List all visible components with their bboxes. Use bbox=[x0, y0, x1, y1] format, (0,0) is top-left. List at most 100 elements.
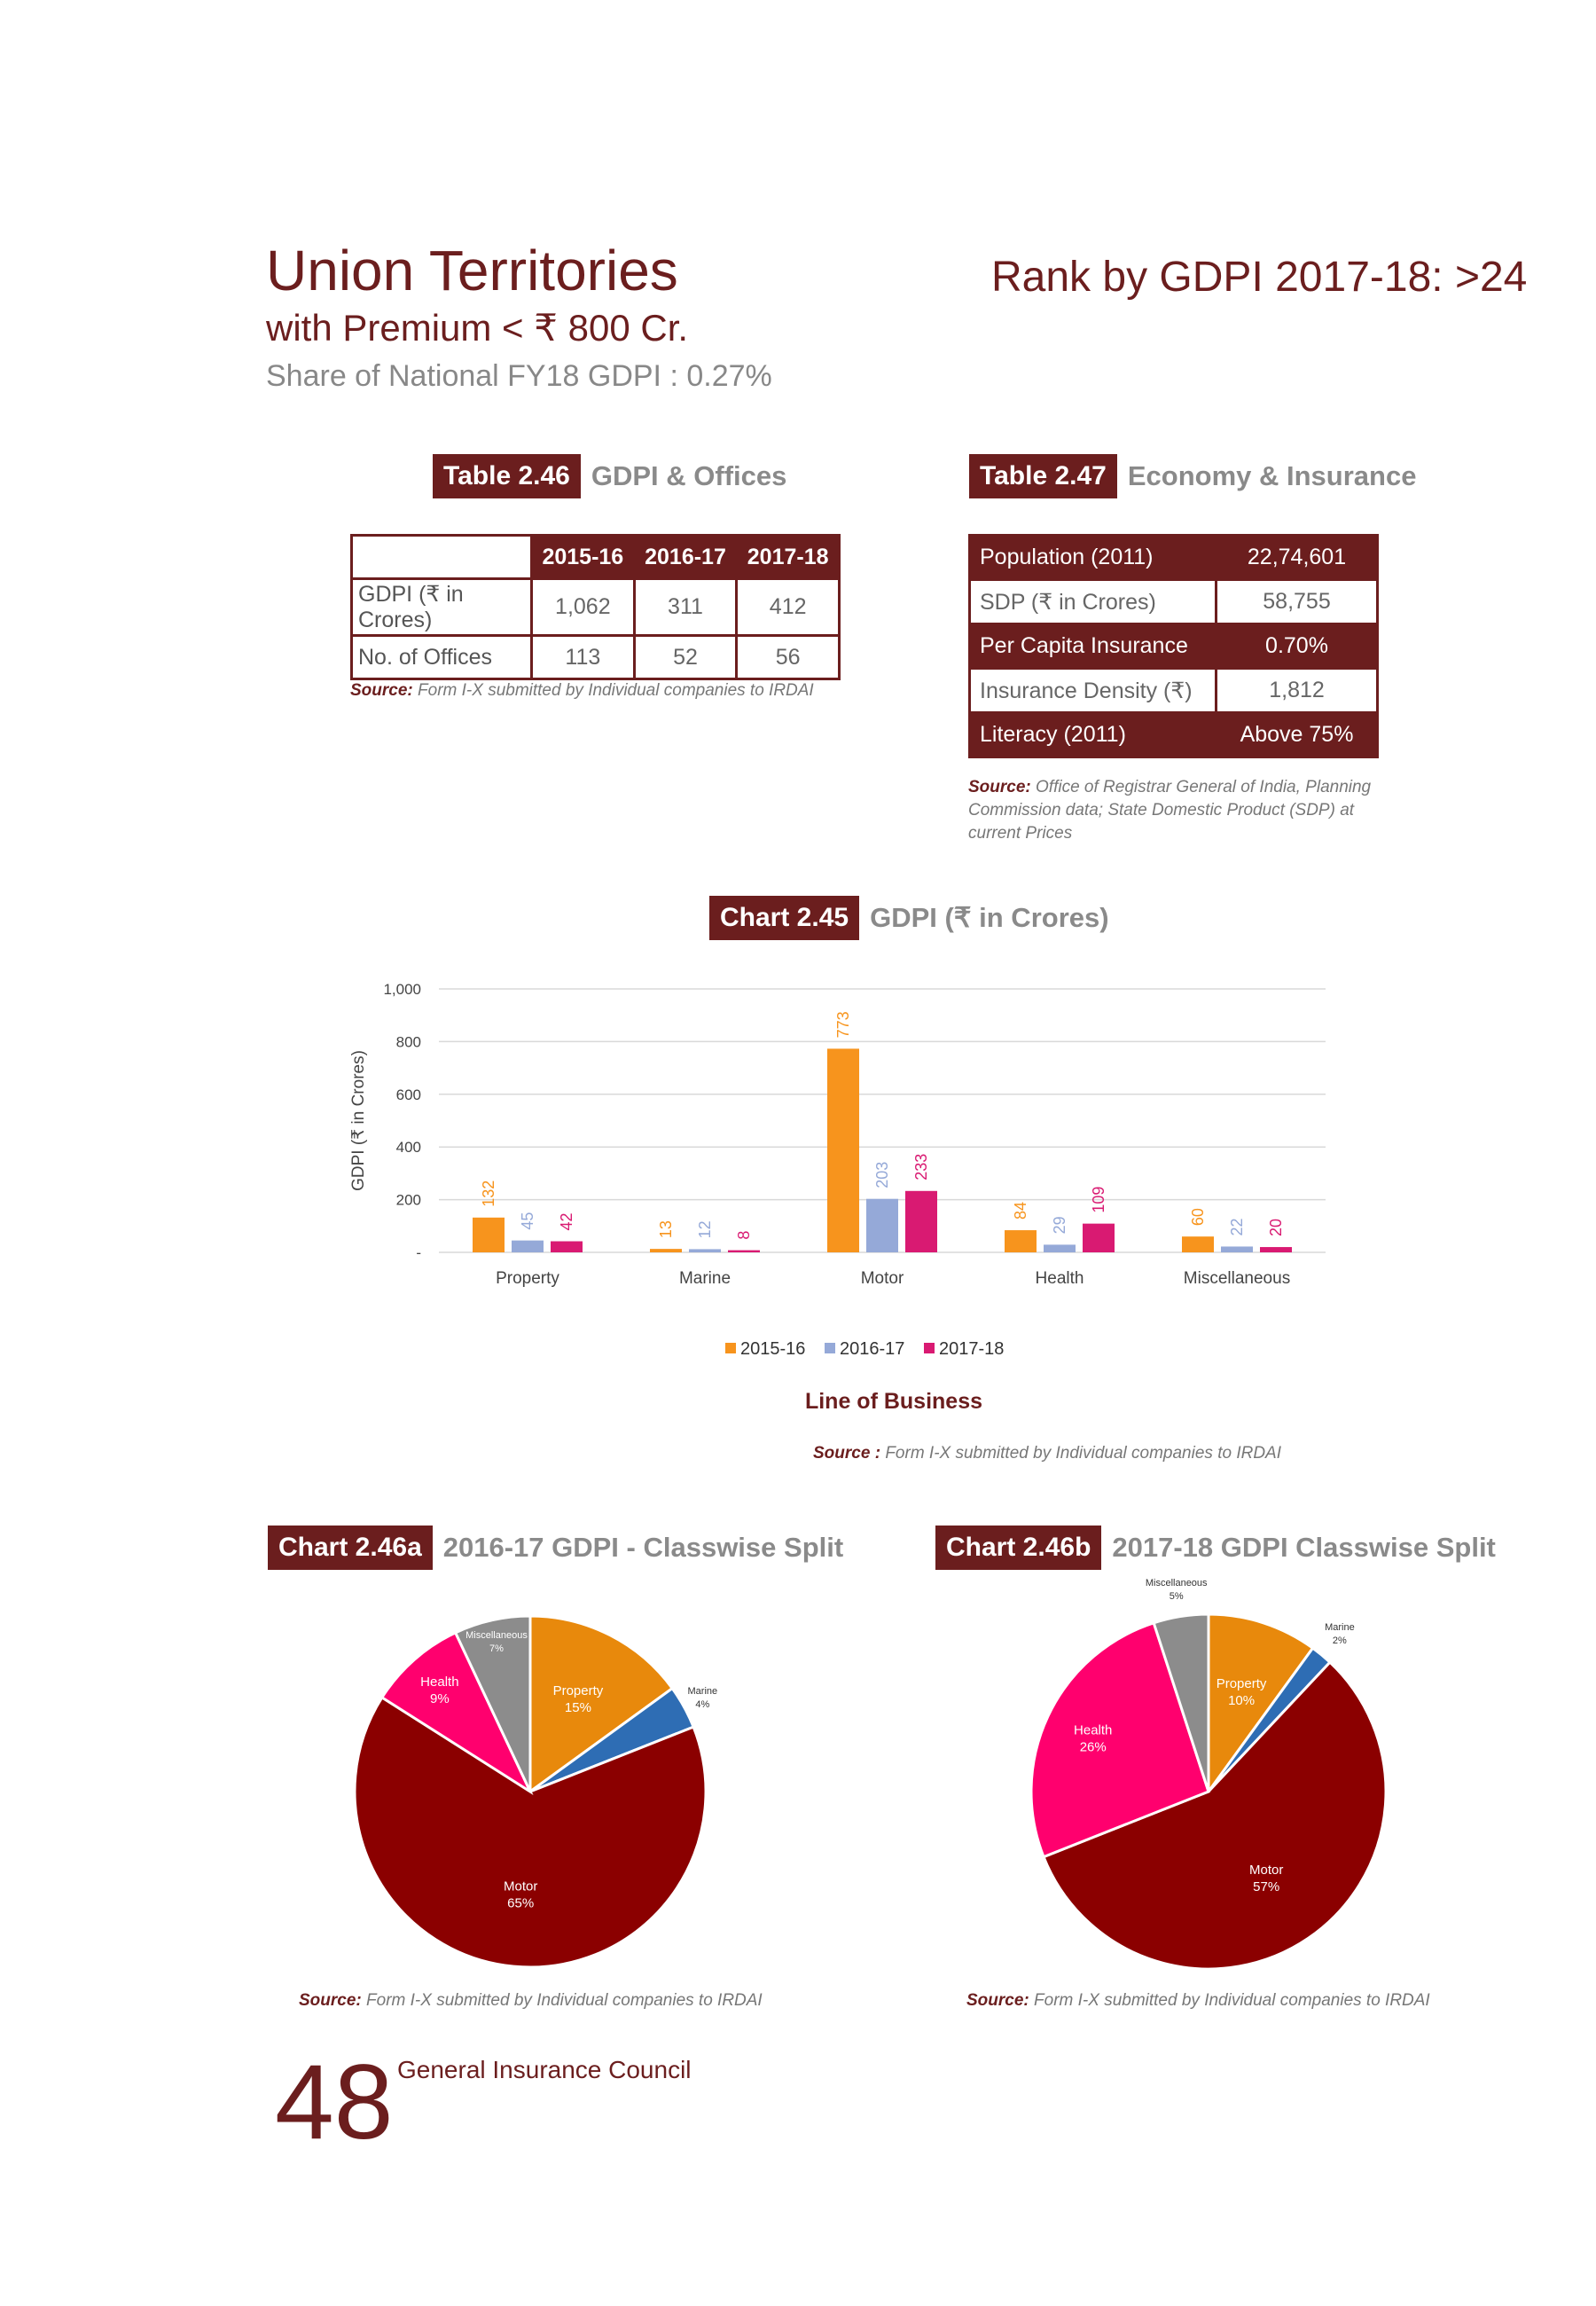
y-tick-label: 400 bbox=[396, 1139, 421, 1156]
source-text: Form I-X submitted by Individual compani… bbox=[885, 1444, 1281, 1463]
table46-source: Source: Form I-X submitted by Individual… bbox=[350, 681, 814, 701]
slice-label: Property bbox=[553, 1683, 604, 1698]
x-tick-label: Property bbox=[496, 1269, 559, 1288]
cell: 58,755 bbox=[1215, 578, 1379, 625]
cell: 412 bbox=[735, 577, 841, 637]
data-label: 12 bbox=[696, 1220, 714, 1238]
data-label: 203 bbox=[873, 1162, 891, 1188]
data-label: 42 bbox=[558, 1212, 575, 1230]
table46-corner bbox=[350, 534, 533, 580]
source-label: Source: bbox=[966, 1991, 1029, 2010]
chart46a-title: 2016-17 GDPI - Classwise Split bbox=[442, 1532, 844, 1563]
bar bbox=[827, 1048, 859, 1252]
data-label: 132 bbox=[480, 1180, 497, 1207]
pie-slice bbox=[1152, 1612, 1210, 1792]
x-tick-label: Health bbox=[1036, 1269, 1084, 1288]
bar bbox=[1044, 1244, 1076, 1252]
national-share: Share of National FY18 GDPI : 0.27% bbox=[266, 359, 772, 393]
slice-value: 7% bbox=[489, 1643, 504, 1654]
table47-caption: Table 2.47 Economy & Insurance bbox=[969, 454, 1416, 498]
bar bbox=[866, 1198, 898, 1252]
bar bbox=[1260, 1247, 1292, 1252]
table-economy-insurance: Population (2011) 22,74,601 SDP (₹ in Cr… bbox=[968, 534, 1379, 758]
slice-label: Health bbox=[420, 1675, 458, 1690]
x-tick-label: Motor bbox=[861, 1269, 904, 1288]
x-tick-label: Miscellaneous bbox=[1184, 1269, 1290, 1288]
source-text: Form I-X submitted by Individual compani… bbox=[366, 1991, 763, 2010]
chart45-caption: Chart 2.45 GDPI (₹ in Crores) bbox=[709, 896, 1109, 940]
bar bbox=[689, 1249, 721, 1252]
chart46a-caption: Chart 2.46a 2016-17 GDPI - Classwise Spl… bbox=[268, 1526, 843, 1570]
data-label: 29 bbox=[1051, 1216, 1068, 1234]
chart45-source: Source : Form I-X submitted by Individua… bbox=[813, 1444, 1281, 1463]
data-label: 13 bbox=[657, 1220, 675, 1238]
slice-label: Marine bbox=[1325, 1622, 1355, 1633]
source-text: Office of Registrar General of India, Pl… bbox=[968, 778, 1372, 843]
slice-value: 5% bbox=[1170, 1591, 1184, 1602]
chart46a-source: Source: Form I-X submitted by Individual… bbox=[299, 1991, 763, 2011]
legend-swatch bbox=[924, 1343, 935, 1353]
cell: 1,812 bbox=[1215, 667, 1379, 714]
slice-label: Marine bbox=[688, 1686, 718, 1697]
cell: 0.70% bbox=[1215, 623, 1379, 670]
bar bbox=[650, 1249, 682, 1252]
data-label: 8 bbox=[735, 1231, 753, 1240]
slice-value: 57% bbox=[1253, 1879, 1279, 1894]
legend-label: 2015-16 bbox=[740, 1339, 805, 1359]
row-label: GDPI (₹ in Crores) bbox=[350, 577, 533, 637]
slice-label: Miscellaneous bbox=[466, 1630, 528, 1641]
chart46b-caption: Chart 2.46b 2017-18 GDPI Classwise Split bbox=[935, 1526, 1496, 1570]
table47-label: Table 2.47 bbox=[969, 454, 1117, 498]
slice-label: Property bbox=[1217, 1676, 1267, 1691]
cell: 56 bbox=[735, 634, 841, 680]
chart46b-label: Chart 2.46b bbox=[935, 1526, 1102, 1570]
x-axis-label: Line of Business bbox=[805, 1389, 982, 1414]
data-label: 773 bbox=[834, 1011, 852, 1038]
table46-col: 2015-16 bbox=[530, 534, 636, 580]
slice-label: Miscellaneous bbox=[1146, 1579, 1208, 1588]
slice-value: 9% bbox=[430, 1691, 450, 1706]
legend-label: 2016-17 bbox=[840, 1339, 904, 1359]
bar bbox=[1182, 1236, 1214, 1252]
cell: 113 bbox=[530, 634, 636, 680]
table46-col: 2016-17 bbox=[632, 534, 739, 580]
table-row: No. of Offices 113 52 56 bbox=[350, 634, 841, 680]
cell: 52 bbox=[632, 634, 739, 680]
table-row: GDPI (₹ in Crores) 1,062 311 412 bbox=[350, 577, 841, 637]
chart46a-label: Chart 2.46a bbox=[268, 1526, 433, 1570]
table-gdpi-offices: 2015-16 2016-17 2017-18 GDPI (₹ in Crore… bbox=[350, 534, 841, 680]
data-label: 84 bbox=[1012, 1202, 1029, 1220]
bar bbox=[1083, 1223, 1115, 1252]
bar bbox=[905, 1190, 937, 1252]
source-label: Source: bbox=[299, 1991, 362, 2010]
data-label: 233 bbox=[912, 1154, 930, 1180]
chart46b-source: Source: Form I-X submitted by Individual… bbox=[966, 1991, 1430, 2011]
table47-title: Economy & Insurance bbox=[1127, 460, 1417, 491]
data-label: 22 bbox=[1228, 1218, 1246, 1235]
rank-label: Rank by GDPI 2017-18: >24 bbox=[991, 254, 1528, 301]
table46-col: 2017-18 bbox=[735, 534, 841, 580]
row-label: Per Capita Insurance bbox=[968, 623, 1217, 670]
table-row: Population (2011) 22,74,601 bbox=[968, 534, 1379, 581]
source-label: Source: bbox=[968, 778, 1031, 796]
cell: Above 75% bbox=[1215, 711, 1379, 758]
table46-caption: Table 2.46 GDPI & Offices bbox=[433, 454, 786, 498]
page-number: 48 bbox=[275, 2043, 394, 2161]
slice-label: Motor bbox=[1249, 1863, 1283, 1878]
x-tick-label: Marine bbox=[679, 1269, 731, 1288]
table46-label: Table 2.46 bbox=[433, 454, 581, 498]
cell: 311 bbox=[632, 577, 739, 637]
page-title: Union Territories bbox=[266, 239, 678, 302]
bar-chart-gdpi: - 200 400 600 800 1,000 GDPI (₹ in Crores) Prop… bbox=[349, 981, 1326, 1414]
pie-slice bbox=[528, 1614, 675, 1794]
bar bbox=[473, 1217, 505, 1252]
row-label: No. of Offices bbox=[350, 634, 533, 680]
bar bbox=[512, 1240, 544, 1252]
y-axis-label: GDPI (₹ in Crores) bbox=[349, 1050, 368, 1191]
slice-value: 4% bbox=[695, 1699, 709, 1710]
table-row: SDP (₹ in Crores) 58,755 bbox=[968, 578, 1379, 625]
table-row: Literacy (2011) Above 75% bbox=[968, 711, 1379, 758]
bar bbox=[728, 1250, 760, 1252]
source-label: Source : bbox=[813, 1444, 881, 1463]
